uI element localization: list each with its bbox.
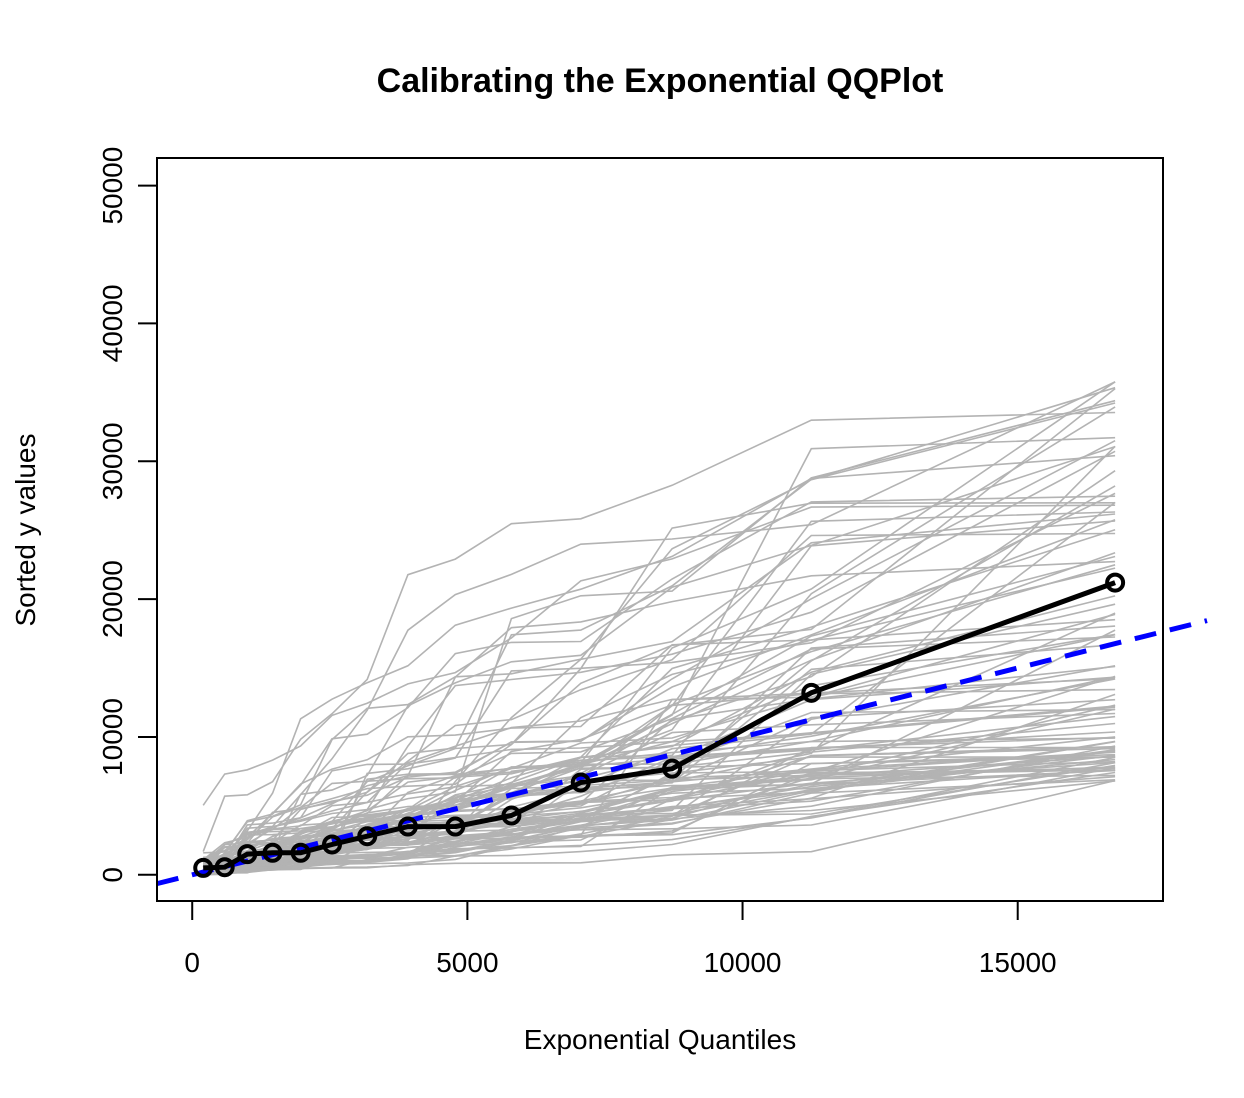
y-tick-label: 40000 [97,284,128,362]
simulated-line [202,551,1116,871]
chart-title: Calibrating the Exponential QQPlot [377,62,944,100]
simulated-line [202,495,1116,861]
simulated-line [202,386,1116,864]
observed-series [193,572,1126,878]
simulated-line [203,454,1116,861]
y-tick-label: 10000 [97,698,128,776]
x-tick-label: 10000 [704,947,782,978]
y-tick-label: 0 [97,867,128,883]
x-axis: 0 5000 10000 15000 [184,900,1057,978]
y-axis-label: Sorted y values [10,434,41,627]
simulated-line [203,402,1116,854]
observed-point [193,857,214,878]
simulated-line [203,636,1116,859]
simulated-line [202,381,1116,874]
observed-point [214,857,235,878]
simulated-line [202,708,1116,875]
observed-point [501,805,522,826]
x-tick-label: 15000 [979,947,1057,978]
reference-line-group [156,618,1208,887]
x-axis-label: Exponential Quantiles [524,1024,796,1055]
observed-point [357,826,378,847]
observed-point [397,816,418,837]
observed-point [237,844,258,865]
observed-point [322,834,343,855]
observed-point [1105,572,1126,593]
simulated-lines [202,381,1116,876]
simulated-line [202,411,1116,852]
observed-point [262,842,283,863]
simulated-line [203,764,1116,874]
observed-point [801,682,822,703]
observed-point [290,842,311,863]
observed-point [445,816,466,837]
y-axis: 0 10000 20000 30000 40000 50000 [97,147,157,883]
x-tick-label: 5000 [436,947,498,978]
simulated-line [203,751,1116,874]
y-tick-label: 50000 [97,147,128,225]
y-tick-label: 30000 [97,422,128,500]
simulated-line [202,618,1116,870]
simulated-line [202,450,1116,871]
y-tick-label: 20000 [97,560,128,638]
observed-point [570,772,591,793]
x-tick-label: 0 [184,947,200,978]
reference-line [156,618,1208,887]
observed-point [662,758,683,779]
observed-line [203,580,1116,871]
